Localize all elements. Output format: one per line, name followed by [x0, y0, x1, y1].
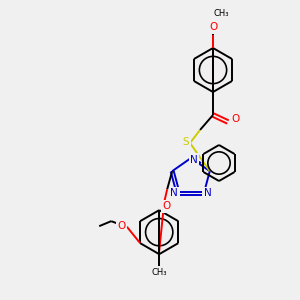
Text: O: O: [231, 114, 239, 124]
Text: N: N: [190, 155, 198, 165]
Text: CH₃: CH₃: [213, 10, 229, 19]
Text: S: S: [183, 137, 189, 147]
Text: CH₃: CH₃: [152, 268, 167, 277]
Text: N: N: [204, 188, 212, 198]
Text: O: O: [162, 201, 170, 211]
Text: N: N: [170, 188, 178, 198]
Text: O: O: [209, 22, 217, 32]
Text: O: O: [117, 221, 125, 231]
